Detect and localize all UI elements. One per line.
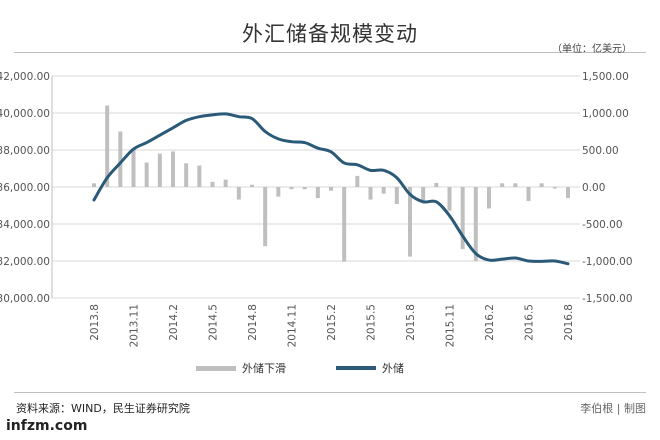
bar-2016.4 [513,183,518,187]
legend-label-line: 外储 [382,362,404,375]
source-note: 资料来源：WIND，民生证券研究院 [16,402,190,415]
axis-layer: 30,000.00 32,000.00 34,000.00 36,000.00 38,0… [0,71,633,347]
legend-item-bars: 外储下滑 [196,360,286,376]
y-tick-left: 42,000.00 [0,71,50,83]
bar-2016.7 [552,187,557,189]
x-tick-2014.11: 2014.11 [287,304,299,347]
bar-2015.6 [381,187,386,194]
y-tick-left: 38,000.00 [0,145,50,157]
bar-2014.4 [197,165,202,187]
x-tick-2015.5: 2015.5 [366,304,378,341]
x-tick-2013.11: 2013.11 [129,304,141,347]
x-tick-2016.5: 2016.5 [524,304,536,341]
x-tick-2015.11: 2015.11 [445,304,457,347]
bar-2014.12 [302,187,307,190]
bar-2014.9 [263,187,268,247]
line-layer [92,112,570,266]
bar-2015.12 [460,187,465,250]
y-tick-right: -1,000.00 [582,256,633,268]
bar-2014.11 [289,187,294,190]
legend-swatch-line [336,366,376,370]
x-tick-2016.2: 2016.2 [484,304,496,341]
y-tick-left: 36,000.00 [0,182,50,194]
bar-layer [92,105,570,262]
bar-2014.10 [276,187,281,197]
bar-2013.11 [131,148,136,187]
y-tick-right: 500.00 [582,145,619,157]
credit-note: 李伯根 | 制图 [580,402,646,415]
chart-svg: 30,000.00 32,000.00 34,000.00 36,000.00 38,0… [0,71,633,347]
bar-2015.3 [342,187,347,262]
bar-2016.6 [539,183,544,187]
bar-2015.5 [368,187,373,200]
bar-2015.1 [315,187,320,199]
bar-2013.10 [118,131,123,187]
bar-2014.5 [210,181,215,187]
bar-2015.2 [329,187,333,191]
legend: 外储下滑 外储 [0,360,660,376]
x-tick-2014.8: 2014.8 [247,304,259,341]
bar-2014.7 [236,187,241,200]
reserves-line [92,112,570,266]
watermark: infzm.com [6,418,88,434]
bar-2015.7 [394,187,399,205]
title-divider [14,52,646,53]
x-tick-2015.2: 2015.2 [326,304,338,341]
bar-2013.9 [105,105,110,187]
legend-label-bars: 外储下滑 [242,362,286,375]
x-tick-2014.5: 2014.5 [208,304,220,341]
bar-2015.11 [447,187,452,211]
x-tick-2013.8: 2013.8 [89,304,101,341]
legend-item-line: 外储 [336,360,404,376]
y-tick-right: 1,000.00 [582,108,629,120]
y-tick-right: -500.00 [582,219,623,231]
bar-2016.1 [473,187,478,261]
x-tick-2015.8: 2015.8 [405,304,417,341]
unit-label: （单位：亿美元） [552,44,632,55]
bar-2015.4 [355,175,360,187]
bar-2015.9 [421,187,426,202]
bar-2014.2 [171,151,175,187]
bar-2016.5 [526,187,531,202]
x-tick-2016.8: 2016.8 [563,304,575,341]
bar-2014.3 [184,163,189,187]
bar-2016.2 [487,187,491,209]
bar-2013.8 [92,183,96,187]
y-tick-right: 0.00 [582,182,605,194]
legend-swatch-bars [196,365,236,371]
y-tick-left: 40,000.00 [0,108,50,120]
x-tick-2014.2: 2014.2 [168,304,180,341]
bar-2014.1 [157,153,162,187]
y-tick-left: 34,000.00 [0,219,50,231]
bar-2014.6 [223,179,228,187]
bar-2015.8 [408,187,412,257]
bar-2013.12 [144,162,149,187]
footer-divider [14,392,646,393]
bar-2015.10 [434,182,439,187]
bar-2016.8 [566,187,570,199]
chart-title: 外汇储备规模变动 [242,22,418,46]
bar-2016.3 [500,183,505,187]
y-tick-right: 1,500.00 [582,71,629,83]
y-tick-left: 32,000.00 [0,256,50,268]
bar-2014.8 [250,184,254,187]
y-tick-left: 30,000.00 [0,293,50,305]
y-tick-right: -1,500.00 [582,293,633,305]
